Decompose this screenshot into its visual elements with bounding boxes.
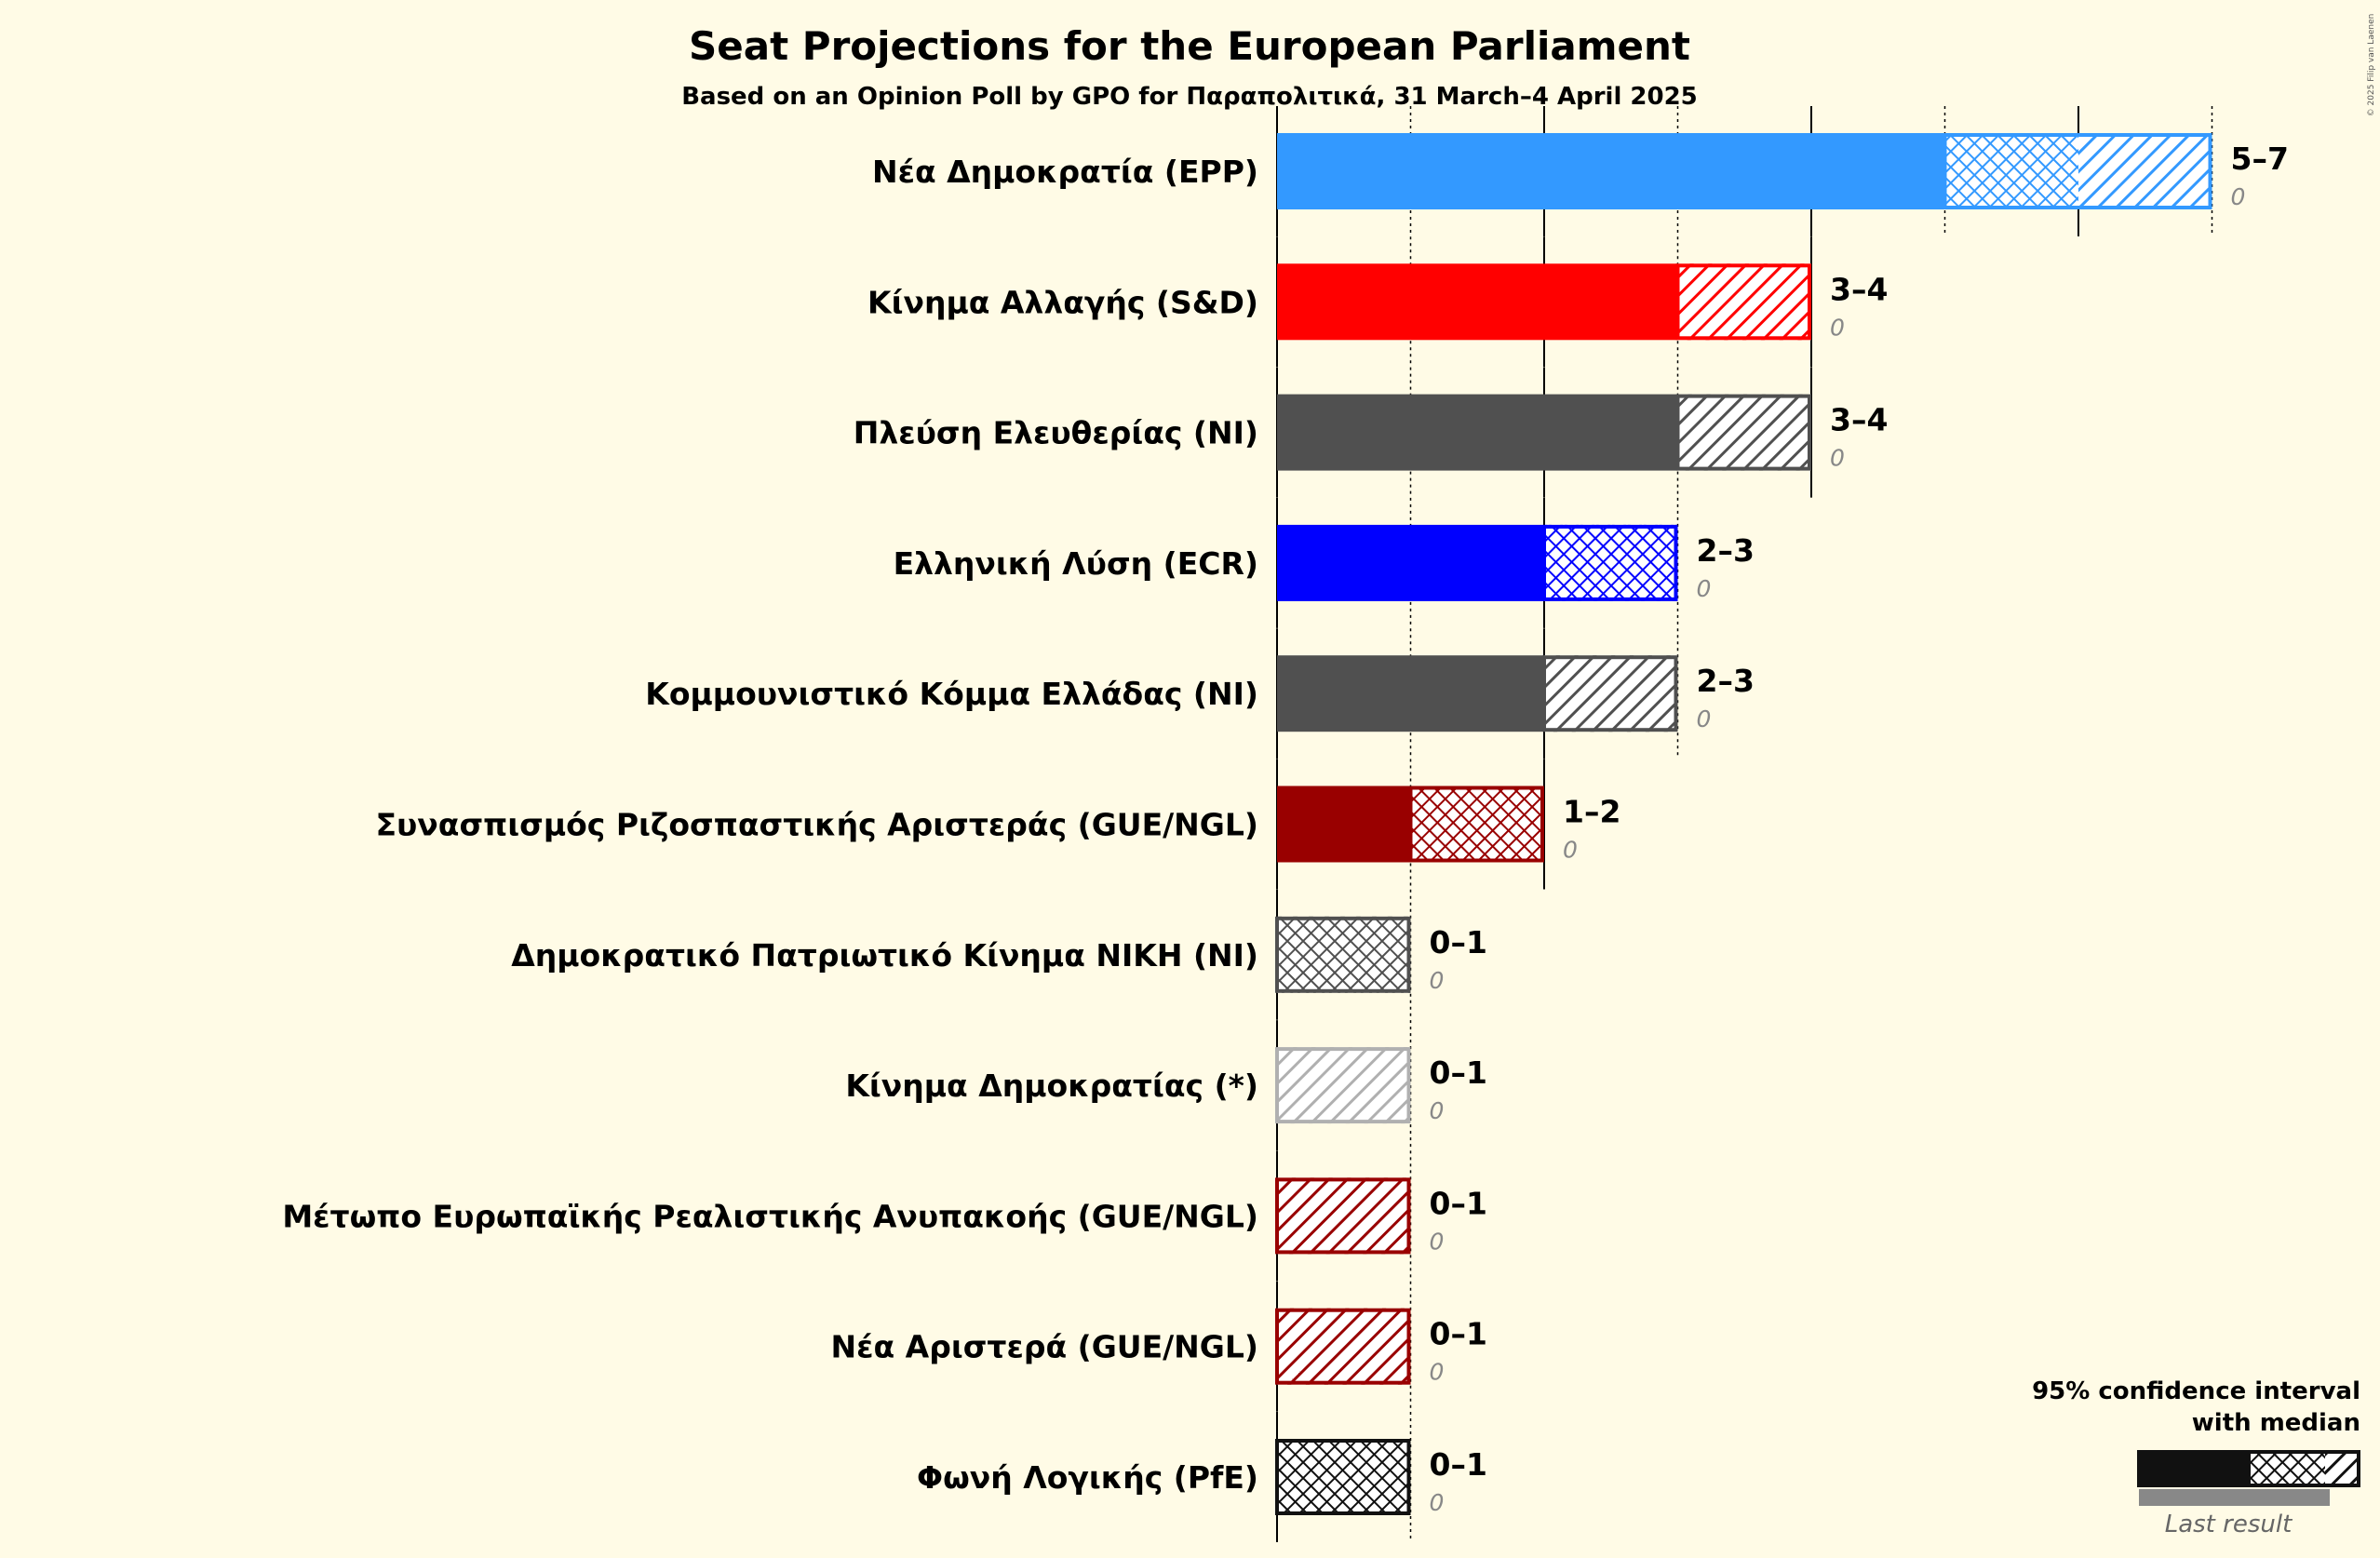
last-result-label: 0 bbox=[1430, 1359, 1445, 1386]
range-label: 2–3 bbox=[1697, 532, 1755, 569]
party-label: Δημοκρατικό Πατριωτικό Κίνημα ΝΙΚΗ (NI) bbox=[511, 937, 1258, 974]
party-label: Μέτωπο Ευρωπαϊκής Ρεαλιστικής Ανυπακοής … bbox=[282, 1198, 1258, 1234]
bar-median-segment bbox=[1944, 133, 2078, 209]
bar-row: Νέα Δημοκρατία (EPP) 5–7 0 bbox=[872, 133, 2289, 210]
legend-title-line1: 95% confidence interval bbox=[2032, 1377, 2360, 1405]
party-label: Πλεύση Ελευθερίας (NI) bbox=[854, 415, 1258, 451]
range-label: 0–1 bbox=[1430, 1054, 1487, 1091]
bar-row: Κίνημα Δημοκρατίας (*) 0–1 0 bbox=[845, 1047, 1487, 1124]
bar-solid-segment bbox=[1277, 263, 1678, 341]
bar-upper-segment bbox=[1677, 263, 1811, 341]
bar-interval-outline bbox=[1943, 133, 2212, 209]
bar-solid-segment bbox=[1277, 524, 1544, 601]
bar-median-segment bbox=[1277, 916, 1411, 993]
bar-interval-outline bbox=[1275, 1308, 1411, 1385]
bar-upper-segment bbox=[1677, 394, 1811, 471]
party-label: Κίνημα Δημοκρατίας (*) bbox=[845, 1068, 1258, 1104]
bar-row: Φωνή Λογικής (PfE) 0–1 0 bbox=[917, 1439, 1487, 1516]
range-label: 0–1 bbox=[1430, 924, 1487, 960]
party-label: Ελληνική Λύση (ECR) bbox=[894, 545, 1258, 582]
bar-row: Μέτωπο Ευρωπαϊκής Ρεαλιστικής Ανυπακοής … bbox=[282, 1177, 1487, 1255]
legend-last-result-bar bbox=[2139, 1489, 2330, 1506]
bar-interval-outline bbox=[1275, 1439, 1411, 1515]
bar-upper-segment bbox=[1277, 1177, 1411, 1255]
range-label: 5–7 bbox=[2231, 141, 2289, 177]
legend-median-swatch bbox=[2249, 1450, 2325, 1487]
bar-row: Ελληνική Λύση (ECR) 2–3 0 bbox=[894, 524, 1755, 602]
bar-median-segment bbox=[1544, 524, 1678, 601]
chart-subtitle: Based on an Opinion Poll by GPO for Παρα… bbox=[681, 83, 1698, 111]
party-label: Κίνημα Αλλαγής (S&D) bbox=[867, 284, 1258, 320]
last-result-label: 0 bbox=[1697, 575, 1712, 602]
legend-solid-swatch bbox=[2137, 1450, 2249, 1487]
range-label: 3–4 bbox=[1830, 402, 1888, 438]
bar-solid-segment bbox=[1277, 655, 1544, 732]
bar-row: Κίνημα Αλλαγής (S&D) 3–4 0 bbox=[867, 263, 1888, 341]
bar-interval-outline bbox=[1275, 1177, 1411, 1255]
bar-solid-segment bbox=[1277, 133, 1945, 209]
bar-median-segment bbox=[1277, 1439, 1411, 1515]
bar-interval-outline bbox=[1542, 524, 1678, 601]
last-result-label: 0 bbox=[2231, 183, 2246, 210]
bar-interval-outline bbox=[1542, 655, 1678, 732]
bar-solid-segment bbox=[1277, 394, 1678, 471]
range-label: 3–4 bbox=[1830, 271, 1888, 307]
range-label: 0–1 bbox=[1430, 1316, 1487, 1352]
bar-row: Πλεύση Ελευθερίας (NI) 3–4 0 bbox=[854, 394, 1888, 472]
range-label: 2–3 bbox=[1697, 663, 1755, 699]
last-result-label: 0 bbox=[1563, 837, 1578, 864]
bar-interval-outline bbox=[1675, 394, 1811, 471]
legend-interval-outline bbox=[2247, 1450, 2360, 1487]
party-label: Συνασπισμός Ριζοσπαστικής Αριστεράς (GUE… bbox=[375, 807, 1258, 843]
bar-row: Νέα Αριστερά (GUE/NGL) 0–1 0 bbox=[831, 1308, 1487, 1386]
last-result-label: 0 bbox=[1430, 1228, 1445, 1255]
last-result-label: 0 bbox=[1430, 967, 1445, 994]
bar-row: Κομμουνιστικό Κόμμα Ελλάδας (NI) 2–3 0 bbox=[645, 655, 1755, 732]
range-label: 1–2 bbox=[1563, 794, 1620, 830]
bar-upper-segment bbox=[1277, 1047, 1411, 1124]
legend-title-line2: with median bbox=[2192, 1409, 2360, 1437]
party-label: Νέα Αριστερά (GUE/NGL) bbox=[831, 1329, 1258, 1365]
party-label: Νέα Δημοκρατία (EPP) bbox=[872, 154, 1258, 190]
last-result-label: 0 bbox=[1830, 445, 1845, 472]
chart-title: Seat Projections for the European Parlia… bbox=[689, 23, 1690, 69]
bar-upper-segment bbox=[2078, 133, 2212, 209]
legend: 95% confidence interval with median Last… bbox=[2032, 1377, 2360, 1538]
range-label: 0–1 bbox=[1430, 1446, 1487, 1483]
bar-median-segment bbox=[1410, 786, 1544, 863]
legend-last-result-label: Last result bbox=[2165, 1511, 2293, 1538]
copyright-text: © 2025 Filip van Laenen bbox=[2367, 14, 2376, 117]
bar-upper-segment bbox=[1544, 655, 1678, 732]
bar-interval-outline bbox=[1408, 786, 1544, 863]
party-label: Φωνή Λογικής (PfE) bbox=[917, 1459, 1258, 1496]
last-result-label: 0 bbox=[1430, 1097, 1445, 1124]
bar-solid-segment bbox=[1277, 786, 1411, 863]
bar-upper-segment bbox=[1277, 1308, 1411, 1385]
last-result-label: 0 bbox=[1830, 314, 1845, 341]
last-result-label: 0 bbox=[1430, 1489, 1445, 1516]
bar-interval-outline bbox=[1275, 1047, 1411, 1124]
range-label: 0–1 bbox=[1430, 1185, 1487, 1221]
bar-interval-outline bbox=[1675, 263, 1811, 341]
bar-interval-outline bbox=[1275, 916, 1411, 993]
bar-row: Δημοκρατικό Πατριωτικό Κίνημα ΝΙΚΗ (NI) 0… bbox=[511, 916, 1487, 994]
party-label: Κομμουνιστικό Κόμμα Ελλάδας (NI) bbox=[645, 676, 1258, 712]
legend-upper-swatch bbox=[2325, 1450, 2360, 1487]
bar-row: Συνασπισμός Ριζοσπαστικής Αριστεράς (GUE… bbox=[375, 786, 1620, 864]
last-result-label: 0 bbox=[1697, 705, 1712, 732]
